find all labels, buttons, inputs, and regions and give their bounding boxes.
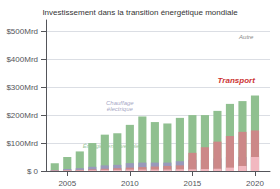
svg-text:2005: 2005 — [58, 179, 76, 188]
svg-text:Énergie renouvelable: Énergie renouvelable — [83, 143, 140, 149]
svg-text:$400Mrd: $400Mrd — [6, 55, 38, 64]
svg-text:2020: 2020 — [246, 179, 264, 188]
svg-text:électrique: électrique — [107, 106, 134, 112]
svg-text:2010: 2010 — [121, 179, 139, 188]
svg-text:Investissement dans la transit: Investissement dans la transition énergé… — [42, 8, 238, 17]
svg-text:$500Mrd: $500Mrd — [6, 27, 38, 36]
svg-text:$100Mrd: $100Mrd — [6, 139, 38, 148]
svg-text:Chauffage: Chauffage — [106, 100, 134, 107]
svg-text:2015: 2015 — [184, 179, 202, 188]
svg-text:$ 0: $ 0 — [27, 167, 39, 176]
svg-text:$200Mrd: $200Mrd — [6, 111, 38, 120]
svg-text:$300Mrd: $300Mrd — [6, 83, 38, 92]
svg-text:Transport: Transport — [218, 76, 256, 85]
svg-text:Autre: Autre — [238, 34, 254, 40]
